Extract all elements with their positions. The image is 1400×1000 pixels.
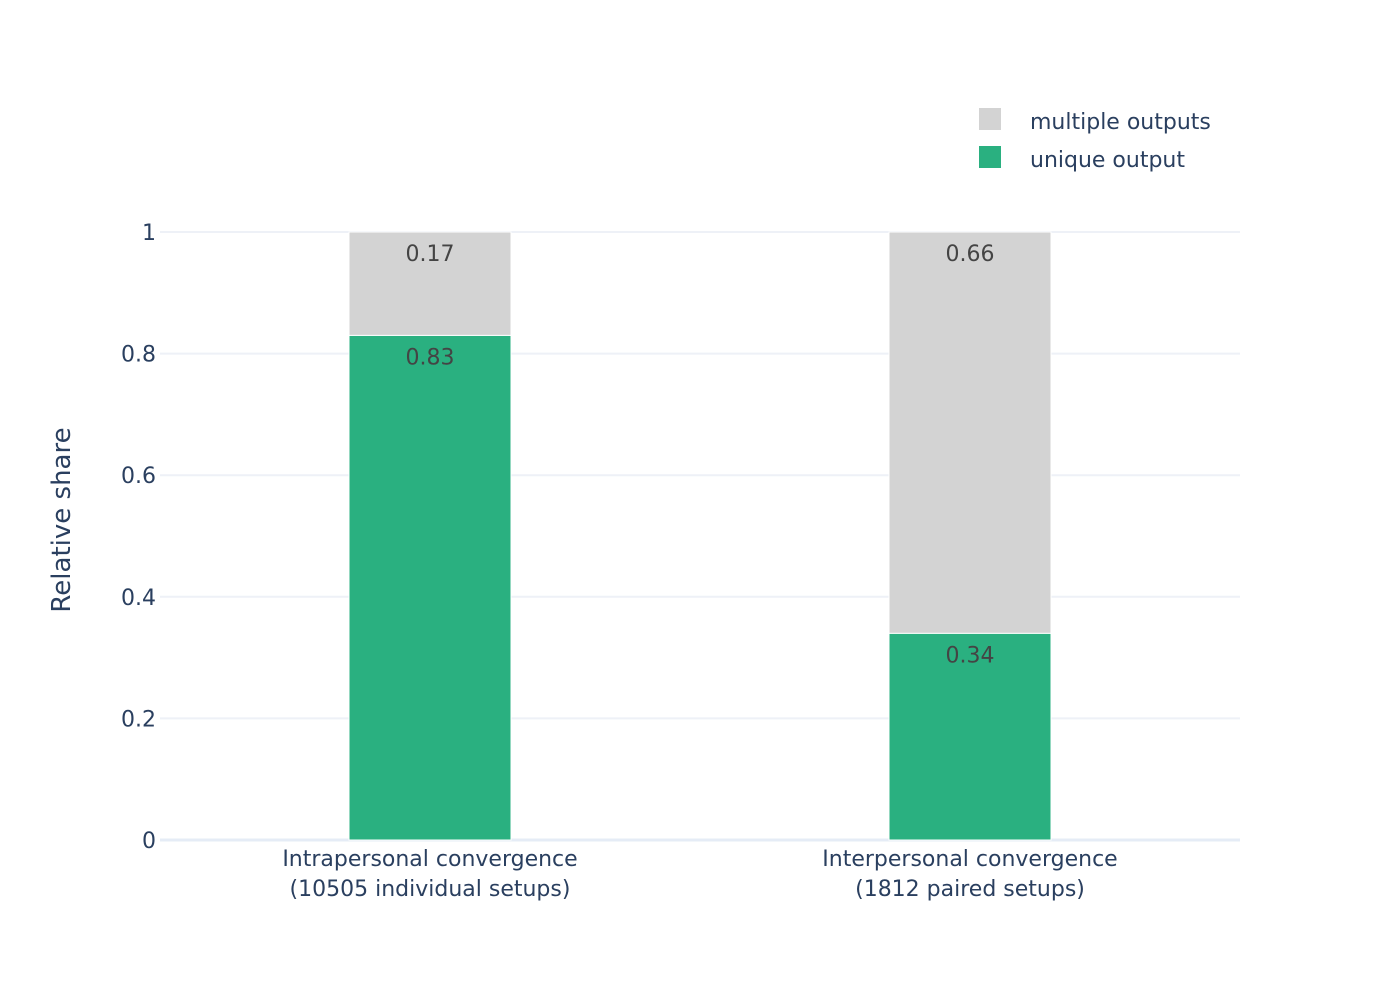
y-axis-ticks: 0 0.2 0.4 0.6 0.8 1 [121, 221, 156, 854]
y-tick-label: 0.6 [121, 464, 156, 489]
legend-label-multiple-outputs[interactable]: multiple outputs [1030, 110, 1211, 135]
bar-labels: 0.83 0.17 0.34 0.66 [406, 242, 995, 668]
x-category-label: Intrapersonal convergence (10505 individu… [282, 847, 577, 902]
y-tick-label: 0.8 [121, 343, 156, 368]
bar-value-label: 0.83 [406, 345, 455, 370]
x-category-label: Interpersonal convergence (1812 paired se… [822, 847, 1117, 902]
bar-unique-output-2[interactable] [888, 632, 1052, 841]
bar-value-label: 0.17 [406, 242, 455, 267]
y-tick-label: 0.4 [121, 586, 156, 611]
y-tick-label: 0 [142, 829, 156, 854]
bars [348, 231, 1052, 841]
y-tick-label: 0.2 [121, 707, 156, 732]
bar-multiple-outputs-1[interactable] [348, 231, 512, 336]
legend-swatch-unique-output[interactable] [979, 146, 1001, 168]
bar-value-label: 0.34 [946, 643, 995, 668]
gridlines [160, 231, 1240, 842]
legend-swatch-multiple-outputs[interactable] [979, 108, 1001, 130]
bar-multiple-outputs-2[interactable] [888, 231, 1052, 634]
legend-label-unique-output[interactable]: unique output [1030, 148, 1185, 173]
x-axis-ticks: Intrapersonal convergence (10505 individu… [282, 847, 1117, 902]
y-tick-label: 1 [142, 221, 156, 246]
y-axis-title: Relative share [47, 427, 77, 612]
bar-value-label: 0.66 [946, 242, 995, 267]
bar-unique-output-1[interactable] [348, 334, 512, 841]
legend[interactable]: multiple outputs unique output [979, 108, 1211, 173]
